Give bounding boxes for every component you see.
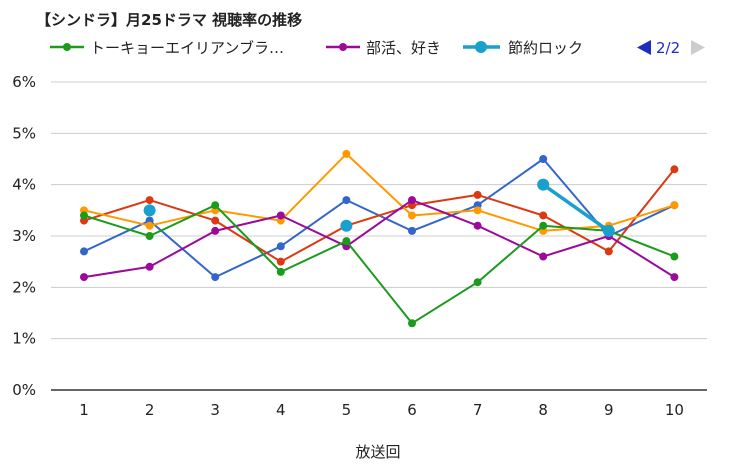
- data-point[interactable]: [670, 201, 679, 210]
- series-line-1: [83, 204, 676, 325]
- data-point[interactable]: [670, 252, 679, 261]
- legend-item-2[interactable]: 部活、好き: [326, 39, 441, 57]
- data-point[interactable]: [537, 178, 550, 191]
- legend-label-3: 節約ロック: [508, 39, 583, 57]
- data-point[interactable]: [473, 221, 482, 230]
- series-1: [80, 201, 679, 328]
- data-point[interactable]: [604, 247, 613, 256]
- x-tick-label: 7: [473, 401, 483, 419]
- data-point[interactable]: [145, 262, 154, 271]
- series-layer: [80, 149, 679, 328]
- data-point[interactable]: [539, 252, 548, 261]
- x-axis-label: 放送回: [355, 443, 400, 461]
- y-tick-label: 2%: [12, 278, 36, 296]
- legend-label-1: トーキョーエイリアンブラ…: [90, 39, 284, 57]
- x-tick-label: 2: [145, 401, 155, 419]
- x-tick-label: 6: [407, 401, 417, 419]
- data-point[interactable]: [145, 232, 154, 240]
- data-point[interactable]: [342, 149, 351, 158]
- y-tick-label: 5%: [12, 124, 36, 142]
- legend-item-1[interactable]: トーキョーエイリアンブラ…: [50, 39, 284, 57]
- data-point[interactable]: [80, 211, 88, 220]
- legend-item-3[interactable]: 節約ロック: [463, 39, 583, 57]
- data-point[interactable]: [408, 226, 416, 235]
- y-tick-label: 3%: [12, 227, 36, 245]
- series-line-6: [83, 152, 676, 232]
- data-point[interactable]: [80, 247, 88, 256]
- y-tick-label: 0%: [12, 381, 36, 399]
- data-point[interactable]: [145, 196, 154, 205]
- data-point[interactable]: [408, 319, 416, 328]
- data-point[interactable]: [276, 267, 285, 276]
- series-2: [80, 196, 679, 282]
- legend-swatch-dot-1: [63, 43, 71, 51]
- data-point[interactable]: [342, 196, 351, 205]
- data-point[interactable]: [143, 204, 156, 217]
- chart-title: 【シンドラ】月25ドラマ 視聴率の推移: [36, 11, 302, 29]
- y-axis: 0% 1% 2% 3% 4% 5% 6%: [12, 73, 36, 399]
- data-point[interactable]: [670, 165, 679, 174]
- data-point[interactable]: [211, 201, 220, 210]
- series-line-3: [541, 182, 611, 233]
- legend-prev-arrow-icon[interactable]: [637, 40, 651, 55]
- data-point[interactable]: [80, 273, 88, 282]
- x-tick-label: 4: [276, 401, 286, 419]
- data-point[interactable]: [539, 155, 548, 163]
- data-point[interactable]: [145, 221, 154, 230]
- x-tick-label: 5: [342, 401, 352, 419]
- x-tick-label: 8: [538, 401, 548, 419]
- data-point[interactable]: [473, 206, 482, 215]
- y-tick-label: 6%: [12, 73, 36, 91]
- data-point[interactable]: [670, 273, 679, 282]
- x-tick-label: 1: [79, 401, 89, 419]
- data-point[interactable]: [340, 219, 353, 232]
- x-axis: 1 2 3 4 5 6 7 8 9 10: [51, 389, 707, 419]
- series-line-2: [83, 199, 676, 279]
- x-tick-label: 10: [665, 401, 684, 419]
- data-point[interactable]: [539, 211, 548, 220]
- data-point[interactable]: [342, 237, 351, 246]
- series-line-5: [83, 168, 676, 263]
- data-point[interactable]: [539, 221, 548, 230]
- data-point[interactable]: [276, 257, 285, 266]
- legend-pager: 2/2: [637, 39, 705, 57]
- x-tick-label: 3: [210, 401, 220, 419]
- legend: トーキョーエイリアンブラ… 部活、好き 節約ロック 2/2: [50, 39, 705, 57]
- series-3: [143, 178, 615, 237]
- data-point[interactable]: [211, 273, 220, 282]
- legend-swatch-dot-3: [475, 41, 487, 53]
- data-point[interactable]: [276, 211, 285, 220]
- series-line-4: [83, 158, 676, 279]
- data-point[interactable]: [408, 211, 416, 220]
- legend-next-arrow-icon[interactable]: [691, 40, 705, 55]
- data-point[interactable]: [276, 242, 285, 251]
- legend-page-indicator: 2/2: [656, 39, 680, 57]
- y-tick-label: 4%: [12, 176, 36, 194]
- data-point[interactable]: [211, 226, 220, 235]
- data-point[interactable]: [473, 278, 482, 287]
- x-tick-label: 9: [604, 401, 614, 419]
- legend-swatch-dot-2: [339, 43, 347, 51]
- data-point[interactable]: [211, 216, 220, 225]
- data-point[interactable]: [602, 224, 615, 237]
- data-point[interactable]: [473, 190, 482, 199]
- y-tick-label: 1%: [12, 330, 36, 348]
- legend-label-2: 部活、好き: [366, 39, 441, 57]
- data-point[interactable]: [408, 196, 416, 205]
